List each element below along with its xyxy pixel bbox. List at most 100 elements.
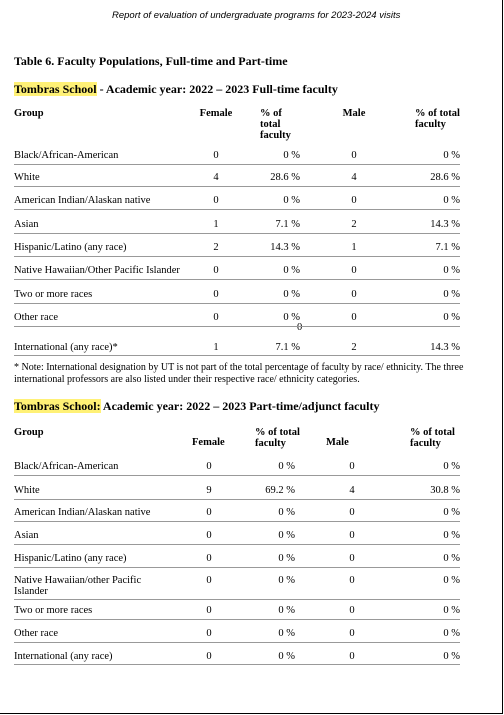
row-rule [14,355,460,356]
row-label: Hispanic/Latino (any race) [14,242,127,253]
cell-value: 2 [213,242,219,253]
cell-value: 0 % [443,651,460,662]
cell-value: 30.8 % [430,485,460,496]
cell-value: 2 [351,219,357,230]
note: * Note: International designation by UT … [14,362,464,385]
row-label: Two or more races [14,605,93,616]
column-header: % of total faculty [415,108,460,130]
cell-value: 0 [206,651,212,662]
row-label: Hispanic/Latino (any race) [14,553,127,564]
row-label: Other race [14,312,59,323]
cell-value: 0 [351,265,357,276]
row-label: International (any race)* [14,342,118,353]
column-header: Group [14,108,44,119]
row-label: Black/African-American [14,461,119,472]
cell-value: 7.1 % [435,242,461,253]
cell-value: 0 % [283,265,300,276]
cell-value: 0 % [278,628,295,639]
cell-value: 9 [206,485,212,496]
row-rule [14,475,460,476]
row-rule [14,664,460,665]
cell-value: 0 [213,195,219,206]
cell-value: 0 % [443,150,460,161]
row-label: American Indian/Alaskan native [14,507,151,518]
cell-value: 0 % [443,605,460,616]
cell-value: 0 [206,530,212,541]
row-label: Native Hawaiian/other Pacific Islander [14,575,142,597]
heading-text: Academic year: 2022 – 2023 Part-time/adj… [100,399,380,413]
cell-value: 28.6 % [430,172,460,183]
cell-value: 4 [351,172,357,183]
column-header: Male [342,108,366,119]
row-rule [14,567,460,568]
row-rule [14,544,460,545]
row-rule [14,303,460,304]
cell-value: 0 % [278,530,295,541]
cell-value: 14.3 % [270,242,300,253]
row-label: Black/African-American [14,150,119,161]
row-label: Asian [14,219,39,230]
section-heading: Tombras School - Academic year: 2022 – 2… [14,82,338,96]
cell-value: 0 % [443,265,460,276]
row-rule [14,521,460,522]
cell-value: 0 [213,289,219,300]
column-header: Male [326,437,349,448]
cell-value: 7.1 % [275,342,301,353]
cell-value: 0 % [278,575,295,586]
row-label: White [14,485,40,496]
cell-value: 0 [349,461,355,472]
cell-value: 1 [213,342,219,353]
cell-value: 0 [206,575,212,586]
cell-value: 4 [349,485,355,496]
cell-value: 1 [213,219,219,230]
cell-value: 0 % [278,651,295,662]
cell-value: 0 % [443,507,460,518]
cell-value: 4 [213,172,219,183]
cell-value: 0 % [443,289,460,300]
column-header: % of total faculty [260,108,291,141]
row-rule [14,499,460,500]
cell-value: 14.3 % [430,219,460,230]
cell-value: 0 % [283,195,300,206]
cell-value: 0 [349,605,355,616]
cell-value: 0 % [443,575,460,586]
row-rule [14,279,460,280]
page-header: Report of evaluation of undergraduate pr… [112,10,401,21]
cell-value: 0 % [443,461,460,472]
cell-value: 2 [351,342,357,353]
row-rule [14,642,460,643]
row-label: Two or more races [14,289,93,300]
cell-value: 0 [349,553,355,564]
row-rule [14,619,460,620]
row-rule [14,186,460,187]
cell-value: 0 % [283,312,300,323]
table-title: Table 6. Faculty Populations, Full-time … [14,54,288,68]
cell-value: 28.6 % [270,172,300,183]
cell-value: 0 % [278,553,295,564]
cell-value: 0 [213,265,219,276]
cell-value: 0 % [278,461,295,472]
cell-value: 7.1 % [275,219,301,230]
cell-value: 0 [206,553,212,564]
school-name: Tombras School: [14,399,101,413]
column-header: % of total faculty [410,427,455,449]
cell-value: 0 [349,507,355,518]
cell-value: 0 [351,150,357,161]
cell-value: 0 [349,575,355,586]
row-label: American Indian/Alaskan native [14,195,151,206]
row-label: Other race [14,628,59,639]
column-header: Female [192,437,225,448]
row-rule [14,256,460,257]
school-name: Tombras School [14,82,97,96]
column-header: % of total faculty [255,427,300,449]
row-label: Native Hawaiian/Other Pacific Islander [14,265,180,276]
row-label: Asian [14,530,39,541]
cell-value: 0 % [443,530,460,541]
row-rule [14,164,460,165]
cell-value: 69.2 % [265,485,295,496]
row-rule [14,233,460,234]
cell-value: 0 % [443,628,460,639]
cell-value: 0 [213,150,219,161]
cell-value: 0 [206,461,212,472]
